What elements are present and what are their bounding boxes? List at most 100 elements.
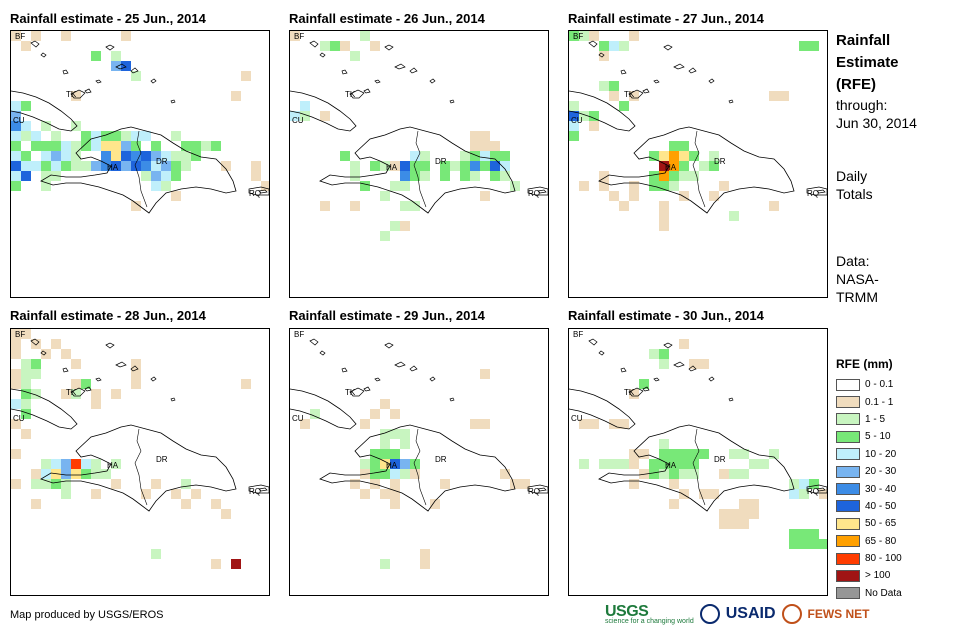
rainfall-cell	[380, 191, 390, 201]
rainfall-cell	[460, 151, 470, 161]
islet-coastline	[309, 40, 319, 48]
legend-swatch	[836, 535, 860, 548]
cuba-coastline	[290, 388, 357, 430]
rainfall-cell	[41, 161, 51, 171]
rainfall-cell	[460, 161, 470, 171]
rainfall-cell	[669, 499, 679, 509]
place-label-bf: BF	[15, 330, 25, 339]
usgs-logo: USGS science for a changing world	[605, 603, 694, 625]
place-label-rq: RQ	[807, 487, 819, 496]
panel-title-25jun: Rainfall estimate - 25 Jun., 2014	[10, 11, 206, 26]
rainfall-cell	[31, 161, 41, 171]
rainfall-cell	[91, 489, 101, 499]
islet-coastline	[653, 377, 660, 382]
map-title-line2: Estimate	[836, 54, 899, 71]
cuba-coastline	[569, 388, 636, 430]
totals-line2: Totals	[836, 186, 873, 202]
rainfall-cell	[629, 479, 639, 489]
rainfall-cell	[161, 151, 171, 161]
rainfall-cell	[11, 419, 21, 429]
islet-coastline	[588, 338, 598, 346]
rainfall-cell	[251, 171, 261, 181]
rainfall-cell	[290, 111, 300, 121]
rainfall-cell	[709, 489, 719, 499]
rainfall-cell	[41, 469, 51, 479]
place-label-dr: DR	[714, 455, 726, 464]
place-label-ha: HA	[386, 461, 398, 470]
place-label-bf: BF	[573, 330, 583, 339]
rainfall-cell	[11, 141, 21, 151]
rainfall-cell	[71, 91, 81, 101]
map-canvas: BF CU TK HA DR RQ	[11, 31, 269, 214]
rainfall-cell	[71, 359, 81, 369]
haiti-dr-border	[692, 428, 706, 506]
rainfall-cell	[151, 141, 161, 151]
rainfall-cell	[739, 509, 749, 519]
place-label-tk: TK	[66, 388, 77, 397]
legend-label: 65 - 80	[865, 535, 897, 547]
legend-label: 20 - 30	[865, 466, 897, 478]
rainfall-cell	[380, 559, 390, 569]
through-date: Jun 30, 2014	[836, 115, 917, 131]
rainfall-cell	[400, 221, 410, 231]
legend-swatch	[836, 413, 860, 426]
rainfall-cell	[799, 489, 809, 499]
rainfall-cell	[171, 131, 181, 141]
rainfall-cell	[300, 101, 310, 111]
panel-title-28jun: Rainfall estimate - 28 Jun., 2014	[10, 308, 206, 323]
puerto-rico-coastline	[248, 484, 269, 494]
rainfall-cell	[181, 161, 191, 171]
rainfall-cell	[51, 161, 61, 171]
rainfall-cell	[121, 131, 131, 141]
rainfall-cell	[400, 429, 410, 439]
legend-label: 5 - 10	[865, 431, 891, 443]
legend-label: 80 - 100	[865, 553, 902, 565]
rainfall-cell	[629, 449, 639, 459]
rainfall-cell	[111, 459, 121, 469]
islet-coastline	[84, 88, 92, 94]
rainfall-cell	[11, 349, 21, 359]
rainfall-cell	[91, 51, 101, 61]
rainfall-cell	[61, 161, 71, 171]
rainfall-cell	[390, 469, 400, 479]
rainfall-cell	[669, 171, 679, 181]
islet-coastline	[95, 377, 102, 382]
rainfall-cell	[679, 161, 689, 171]
rainfall-cell	[151, 171, 161, 181]
rainfall-cell	[51, 141, 61, 151]
islet-coastline	[258, 189, 268, 194]
rainfall-cell	[659, 201, 669, 211]
rainfall-cell	[480, 369, 490, 379]
rainfall-cell	[579, 181, 589, 191]
rainfall-cell	[51, 131, 61, 141]
rainfall-cell	[719, 519, 729, 529]
rainfall-cell	[31, 141, 41, 151]
rainfall-cell	[599, 51, 609, 61]
rainfall-cell	[440, 161, 450, 171]
rainfall-cell	[709, 161, 719, 171]
rainfall-cell	[460, 171, 470, 181]
data-line3: TRMM	[836, 289, 878, 305]
rainfall-cell	[739, 449, 749, 459]
rainfall-cell	[350, 479, 360, 489]
rainfall-cell	[430, 499, 440, 509]
rainfall-cell	[131, 161, 141, 171]
rainfall-cell	[131, 71, 141, 81]
rainfall-cell	[290, 31, 300, 41]
rainfall-cell	[31, 389, 41, 399]
hispaniola-coastline	[598, 424, 795, 512]
rainfall-cell	[569, 31, 579, 41]
rainfall-cell	[809, 529, 819, 539]
map-canvas: BF CU TK HA DR RQ	[569, 330, 827, 549]
rainfall-cell	[639, 449, 649, 459]
rainfall-cell	[719, 469, 729, 479]
islet-coastline	[319, 350, 326, 356]
rainfall-cell	[470, 171, 480, 181]
rainfall-cell	[799, 539, 809, 549]
rainfall-cell	[181, 151, 191, 161]
rainfall-cell	[61, 489, 71, 499]
rainfall-cell	[420, 151, 430, 161]
islet-coastline	[70, 89, 86, 99]
rainfall-cell	[21, 389, 31, 399]
rainfall-cell	[131, 131, 141, 141]
